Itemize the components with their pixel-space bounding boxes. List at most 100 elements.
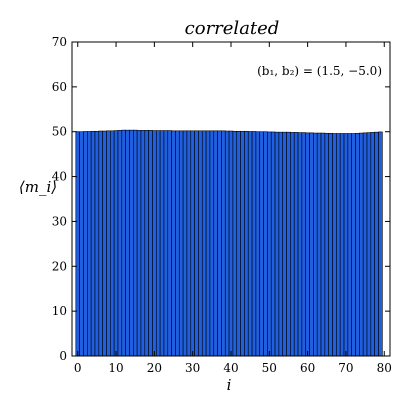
bar-31 [194,130,199,357]
x-tick-label-60: 60 [300,361,315,375]
bar-19 [148,130,153,357]
y-tick-label-20: 20 [52,259,67,273]
bar-54 [282,131,287,357]
bar-64 [320,132,326,357]
bar-53 [278,131,284,357]
bar-49 [263,131,268,357]
bar-4 [90,130,96,357]
bar-46 [251,131,257,357]
y-tick-label-40: 40 [52,170,67,184]
bar-44 [244,130,249,357]
y-tick-label-30: 30 [52,214,67,228]
bar-59 [301,132,307,357]
bar-6 [98,130,103,357]
bar-37 [217,130,222,357]
bar-3 [87,131,92,357]
bar-43 [240,130,245,357]
bar-26 [175,130,180,357]
bar-7 [102,130,107,357]
bar-52 [274,131,280,357]
bar-25 [171,130,176,357]
bar-12 [121,129,126,357]
bar-63 [316,132,322,357]
bar-45 [247,131,253,357]
bar-14 [129,129,134,357]
bar-70 [343,133,349,357]
bar-42 [236,130,241,357]
bar-35 [209,130,215,357]
x-tick-label-50: 50 [262,361,277,375]
x-tick-label-40: 40 [223,361,238,375]
bar-67 [332,133,337,357]
bar-40 [228,130,234,357]
bar-73 [355,132,360,357]
bar-18 [144,130,149,357]
bar-1 [79,131,84,357]
y-tick-label-10: 10 [52,304,67,318]
bar-23 [163,130,169,357]
bar-68 [336,133,341,357]
bar-69 [339,133,345,357]
bar-32 [198,130,203,357]
bar-17 [140,130,146,357]
x-tick-label-80: 80 [377,361,392,375]
x-tick-label-70: 70 [338,361,353,375]
ticks-group: 0 10 20 30 40 50 60 70 80 0 10 20 30 40 50 60 70 [52,35,392,375]
bar-51 [270,131,276,357]
bar-78 [374,131,379,357]
x-tick-label-20: 20 [147,361,162,375]
bar-56 [290,132,295,357]
bar-10 [113,130,119,357]
bar-27 [178,130,184,357]
bar-50 [267,131,272,357]
bar-28 [182,130,188,357]
parameter-annotation: (b₁, b₂) = (1.5, −5.0) [257,64,382,78]
x-tick-label-0: 0 [74,361,82,375]
bar-74 [359,132,364,357]
bar-62 [313,132,318,357]
bar-29 [186,130,192,357]
bar-48 [259,131,264,357]
bar-65 [324,132,329,357]
bar-2 [83,131,88,357]
bar-16 [136,130,142,357]
bar-39 [224,130,230,357]
y-tick-label-60: 60 [52,80,67,94]
bar-66 [328,132,333,357]
bar-72 [351,133,356,357]
bar-33 [201,130,207,357]
bar-36 [213,130,218,357]
chart-title: correlated [185,18,280,39]
bar-41 [232,130,238,357]
bar-30 [190,130,195,357]
x-tick-label-10: 10 [108,361,123,375]
y-tick-label-0: 0 [59,349,67,363]
bar-47 [255,131,261,357]
bar-15 [133,129,138,357]
bar-24 [167,130,172,357]
bar-20 [152,130,157,357]
bar-61 [309,132,314,357]
bar-11 [117,130,123,357]
bar-79 [378,131,383,357]
bar-13 [125,129,130,357]
x-tick-label-30: 30 [185,361,200,375]
bar-55 [286,131,291,357]
bar-57 [293,132,299,357]
bar-9 [110,130,115,357]
bar-77 [370,132,375,357]
bar-58 [297,132,303,357]
bar-75 [362,132,368,357]
bar-60 [305,132,310,357]
bar-76 [366,132,372,357]
bar-38 [221,130,226,357]
x-axis-label: i [227,376,232,394]
bar-21 [155,130,161,357]
bar-5 [94,130,100,357]
bars-group [75,129,383,357]
bar-0 [75,131,80,357]
bar-8 [106,130,111,357]
y-tick-label-70: 70 [52,35,67,49]
y-axis-label: ⟨m_i⟩ [19,178,57,196]
